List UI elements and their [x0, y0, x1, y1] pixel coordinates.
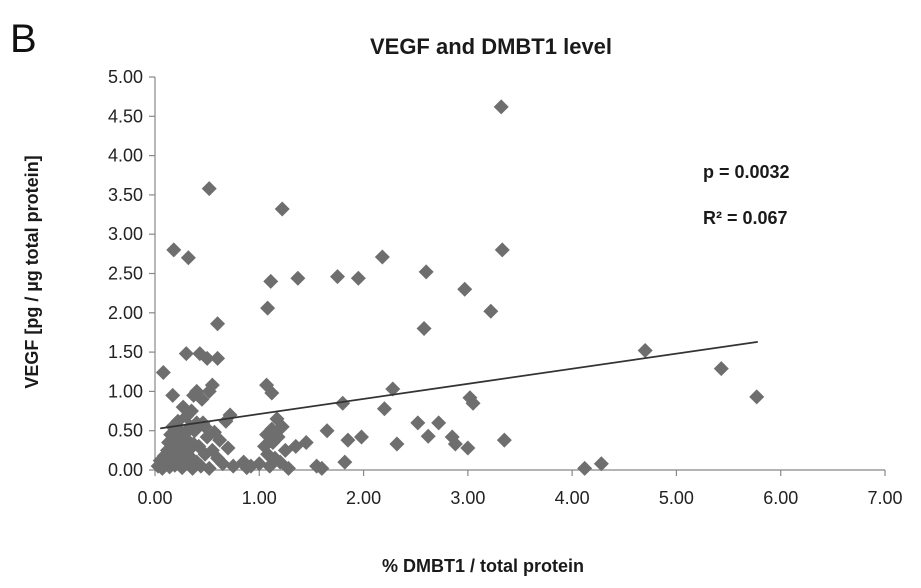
- data-point: [180, 250, 196, 266]
- y-tick-label: 2.00: [108, 303, 143, 323]
- panel-label: B: [10, 17, 37, 61]
- x-axis-ticks: 0.00 1.00 2.00 3.00 4.00 5.00 6.00 7.00: [137, 470, 903, 508]
- y-tick-label: 2.50: [108, 264, 143, 284]
- data-point: [194, 391, 210, 407]
- y-tick-label: 0.50: [108, 421, 143, 441]
- y-tick-label: 0.00: [108, 460, 143, 480]
- data-point: [178, 346, 194, 362]
- x-tick-label: 6.00: [763, 488, 798, 508]
- data-point: [493, 99, 509, 115]
- data-point: [416, 321, 432, 337]
- data-point: [290, 270, 306, 286]
- y-tick-label: 4.50: [108, 106, 143, 126]
- data-point: [280, 460, 296, 476]
- data-point: [173, 429, 189, 445]
- y-tick-label: 4.00: [108, 146, 143, 166]
- data-point: [330, 269, 345, 285]
- data-point: [496, 432, 512, 448]
- data-point: [593, 456, 609, 472]
- chart-title: VEGF and DMBT1 level: [370, 34, 612, 59]
- data-point: [263, 273, 279, 289]
- data-point: [420, 428, 436, 444]
- data-point: [215, 456, 231, 472]
- data-point: [447, 436, 463, 452]
- data-point: [298, 434, 314, 450]
- x-tick-label: 0.00: [137, 488, 172, 508]
- data-point: [376, 401, 392, 417]
- data-point: [210, 350, 226, 366]
- data-point: [243, 458, 259, 474]
- data-point: [340, 432, 356, 448]
- data-point: [274, 201, 290, 217]
- data-point: [210, 316, 226, 332]
- data-point: [184, 403, 199, 419]
- x-tick-label: 1.00: [242, 488, 277, 508]
- data-point: [385, 381, 401, 397]
- data-point: [212, 432, 228, 448]
- data-point: [199, 350, 215, 366]
- data-point: [155, 365, 171, 381]
- data-point: [201, 181, 217, 197]
- data-point: [465, 395, 481, 411]
- y-tick-label: 3.00: [108, 224, 143, 244]
- data-point: [260, 300, 276, 316]
- data-point: [251, 456, 267, 472]
- data-point: [165, 387, 181, 403]
- data-point: [713, 361, 729, 377]
- x-tick-label: 3.00: [450, 488, 485, 508]
- x-axis-title: % DMBT1 / total protein: [382, 556, 584, 576]
- data-point: [220, 440, 236, 456]
- data-point: [204, 377, 220, 393]
- data-point: [494, 242, 510, 258]
- data-point: [201, 460, 217, 476]
- data-point: [483, 303, 499, 319]
- y-axis-ticks: 0.00 0.50 1.00 1.50 2.00 2.50 3.00 3.50 4.00 4.50…: [108, 67, 155, 480]
- data-point: [353, 429, 369, 445]
- x-tick-label: 4.00: [555, 488, 590, 508]
- data-point: [460, 440, 476, 456]
- x-tick-label: 7.00: [867, 488, 902, 508]
- data-point: [374, 249, 390, 265]
- data-point: [577, 460, 593, 476]
- y-tick-label: 5.00: [108, 67, 143, 87]
- y-tick-label: 1.50: [108, 342, 143, 362]
- data-point: [410, 415, 426, 431]
- data-point: [319, 423, 335, 439]
- data-point: [457, 281, 473, 297]
- x-tick-label: 5.00: [659, 488, 694, 508]
- data-point: [418, 264, 434, 280]
- y-tick-label: 3.50: [108, 185, 143, 205]
- data-point: [274, 419, 290, 435]
- data-point: [166, 242, 182, 258]
- data-point: [337, 454, 353, 470]
- data-point: [637, 343, 653, 359]
- x-tick-label: 2.00: [346, 488, 381, 508]
- trendline: [160, 340, 758, 430]
- data-points: [150, 99, 765, 476]
- data-point: [389, 436, 405, 452]
- y-axis-title: VEGF [pg / µg total protein]: [22, 155, 42, 388]
- y-tick-label: 1.00: [108, 381, 143, 401]
- p-value-annotation: p = 0.0032: [703, 162, 790, 182]
- data-point: [350, 270, 366, 286]
- r-squared-annotation: R² = 0.067: [703, 208, 788, 228]
- data-point: [314, 460, 330, 476]
- data-point: [749, 389, 765, 405]
- data-point: [335, 395, 351, 411]
- data-point: [264, 385, 280, 401]
- data-point: [431, 415, 447, 431]
